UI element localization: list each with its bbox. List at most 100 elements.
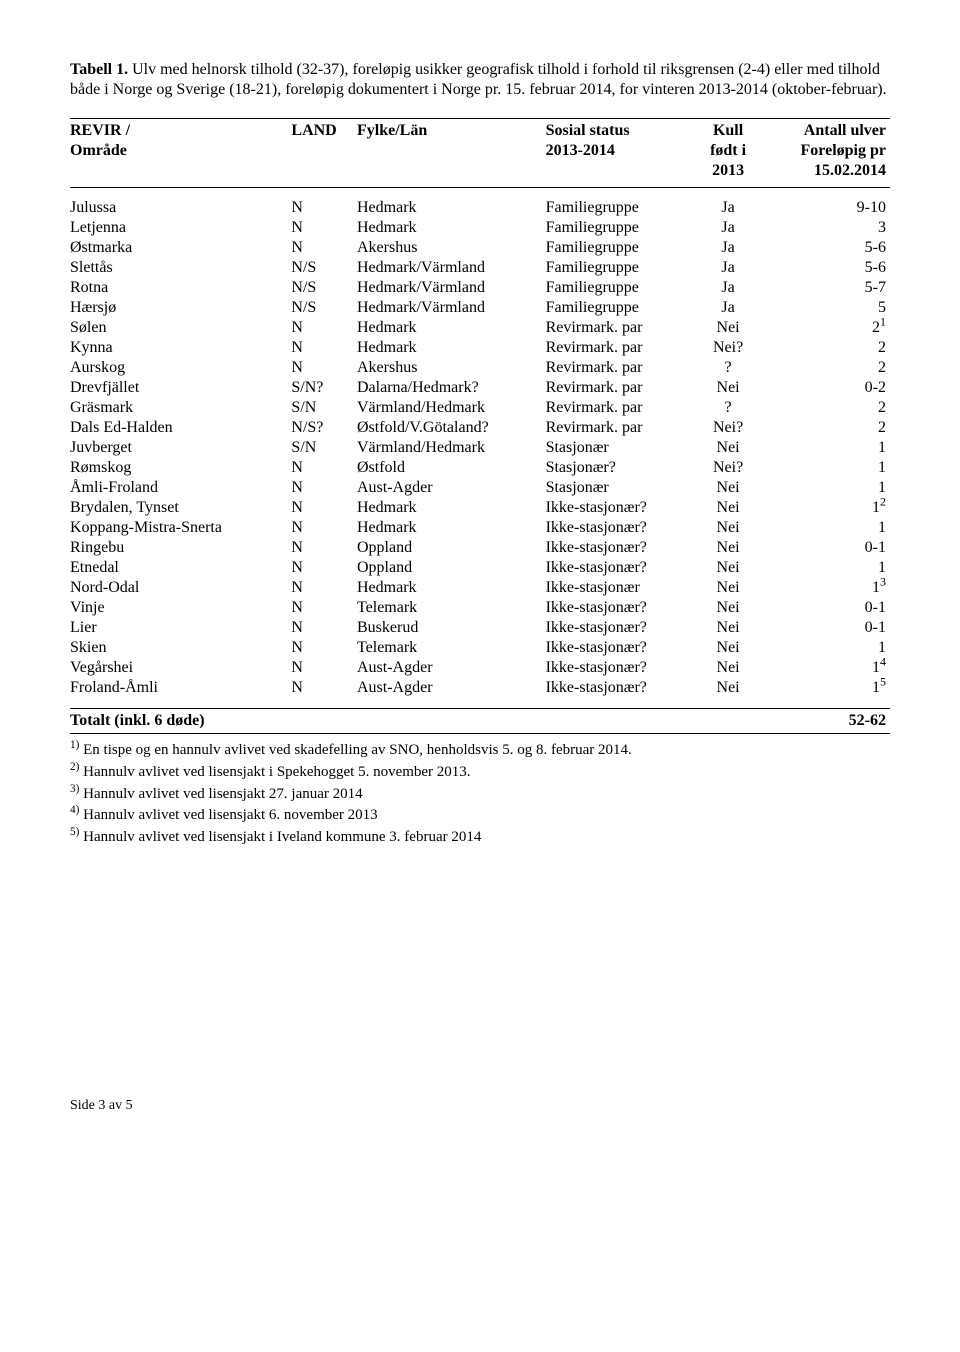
cell: Stasjonær? — [546, 458, 694, 478]
cell: Familiegruppe — [546, 258, 694, 278]
cell: 21 — [767, 318, 890, 338]
table-row: GräsmarkS/NVärmland/HedmarkRevirmark. pa… — [70, 398, 890, 418]
cell: 0-1 — [767, 538, 890, 558]
cell: Nei — [693, 558, 767, 578]
cell: Stasjonær — [546, 478, 694, 498]
cell: Hedmark — [357, 498, 546, 518]
cell: 9-10 — [767, 198, 890, 218]
cell: 14 — [767, 658, 890, 678]
cell: N/S? — [291, 418, 357, 438]
cell: N/S — [291, 278, 357, 298]
cell: N — [291, 538, 357, 558]
cell: Telemark — [357, 638, 546, 658]
th-antall: Antall ulver Foreløpig pr 15.02.2014 — [767, 119, 890, 188]
cell: Ikke-stasjonær? — [546, 638, 694, 658]
cell: Värmland/Hedmark — [357, 398, 546, 418]
cell: Nei — [693, 518, 767, 538]
table-row: RotnaN/SHedmark/VärmlandFamiliegruppeJa5… — [70, 278, 890, 298]
cell: Juvberget — [70, 438, 291, 458]
table-header-row: REVIR / Område LAND Fylke/Län Sosial sta… — [70, 119, 890, 188]
cell: Akershus — [357, 238, 546, 258]
cell: Hedmark/Värmland — [357, 298, 546, 318]
cell: Froland-Åmli — [70, 678, 291, 698]
cell: Revirmark. par — [546, 378, 694, 398]
table-row: Åmli-FrolandNAust-AgderStasjonærNei1 — [70, 478, 890, 498]
cell: Koppang-Mistra-Snerta — [70, 518, 291, 538]
cell: N — [291, 198, 357, 218]
cell: Familiegruppe — [546, 198, 694, 218]
th-fylke: Fylke/Län — [357, 119, 546, 188]
footnote: 2) Hannulv avlivet ved lisensjakt i Spek… — [70, 760, 890, 782]
cell: Hedmark — [357, 218, 546, 238]
cell: Nei — [693, 598, 767, 618]
cell: N — [291, 318, 357, 338]
cell: Østfold/V.Götaland? — [357, 418, 546, 438]
cell: Hedmark — [357, 198, 546, 218]
cell: Buskerud — [357, 618, 546, 638]
cell: S/N — [291, 398, 357, 418]
cell: N — [291, 238, 357, 258]
cell: Familiegruppe — [546, 298, 694, 318]
cell: 0-2 — [767, 378, 890, 398]
cell: Aust-Agder — [357, 678, 546, 698]
table-row: SølenNHedmarkRevirmark. parNei21 — [70, 318, 890, 338]
cell: Oppland — [357, 538, 546, 558]
cell: Hedmark — [357, 518, 546, 538]
cell: 15 — [767, 678, 890, 698]
cell: Revirmark. par — [546, 318, 694, 338]
table-row: SkienNTelemarkIkke-stasjonær?Nei1 — [70, 638, 890, 658]
cell: Familiegruppe — [546, 218, 694, 238]
table-row: VegårsheiNAust-AgderIkke-stasjonær?Nei14 — [70, 658, 890, 678]
superscript: 5 — [880, 675, 886, 689]
cell: Østfold — [357, 458, 546, 478]
cell: Etnedal — [70, 558, 291, 578]
cell: Hærsjø — [70, 298, 291, 318]
cell: Drevfjället — [70, 378, 291, 398]
cell: Østmarka — [70, 238, 291, 258]
table-row: LierNBuskerudIkke-stasjonær?Nei0-1 — [70, 618, 890, 638]
wolf-table: REVIR / Område LAND Fylke/Län Sosial sta… — [70, 118, 890, 734]
table-row: Froland-ÅmliNAust-AgderIkke-stasjonær?Ne… — [70, 678, 890, 698]
cell: Nei — [693, 438, 767, 458]
cell: 0-1 — [767, 598, 890, 618]
cell: N/S — [291, 298, 357, 318]
cell: Aurskog — [70, 358, 291, 378]
cell: N — [291, 338, 357, 358]
cell: 2 — [767, 398, 890, 418]
cell: Dals Ed-Halden — [70, 418, 291, 438]
cell: Telemark — [357, 598, 546, 618]
cell: Nei? — [693, 418, 767, 438]
cell: Revirmark. par — [546, 418, 694, 438]
cell: Stasjonær — [546, 438, 694, 458]
cell: N — [291, 498, 357, 518]
cell: 2 — [767, 338, 890, 358]
cell: N — [291, 218, 357, 238]
cell: Aust-Agder — [357, 478, 546, 498]
cell: 5 — [767, 298, 890, 318]
cell: Ikke-stasjonær? — [546, 518, 694, 538]
cell: Vinje — [70, 598, 291, 618]
table-row: DrevfjälletS/N?Dalarna/Hedmark?Revirmark… — [70, 378, 890, 398]
cell: N — [291, 578, 357, 598]
cell: Hedmark — [357, 338, 546, 358]
cell: 5-7 — [767, 278, 890, 298]
cell: Rotna — [70, 278, 291, 298]
cell: Sølen — [70, 318, 291, 338]
th-status: Sosial status 2013-2014 — [546, 119, 694, 188]
cell: ? — [693, 358, 767, 378]
cell: Slettås — [70, 258, 291, 278]
cell: Ikke-stasjonær? — [546, 618, 694, 638]
cell: 2 — [767, 418, 890, 438]
cell: Ja — [693, 218, 767, 238]
cell: Kynna — [70, 338, 291, 358]
cell: Revirmark. par — [546, 358, 694, 378]
cell: 1 — [767, 478, 890, 498]
table-row: SlettåsN/SHedmark/VärmlandFamiliegruppeJ… — [70, 258, 890, 278]
footnote: 3) Hannulv avlivet ved lisensjakt 27. ja… — [70, 782, 890, 804]
cell: N — [291, 618, 357, 638]
th-kull: Kull født i 2013 — [693, 119, 767, 188]
cell: N — [291, 458, 357, 478]
cell: S/N? — [291, 378, 357, 398]
cell: N — [291, 638, 357, 658]
table-caption: Tabell 1. Ulv med helnorsk tilhold (32-3… — [70, 60, 890, 100]
